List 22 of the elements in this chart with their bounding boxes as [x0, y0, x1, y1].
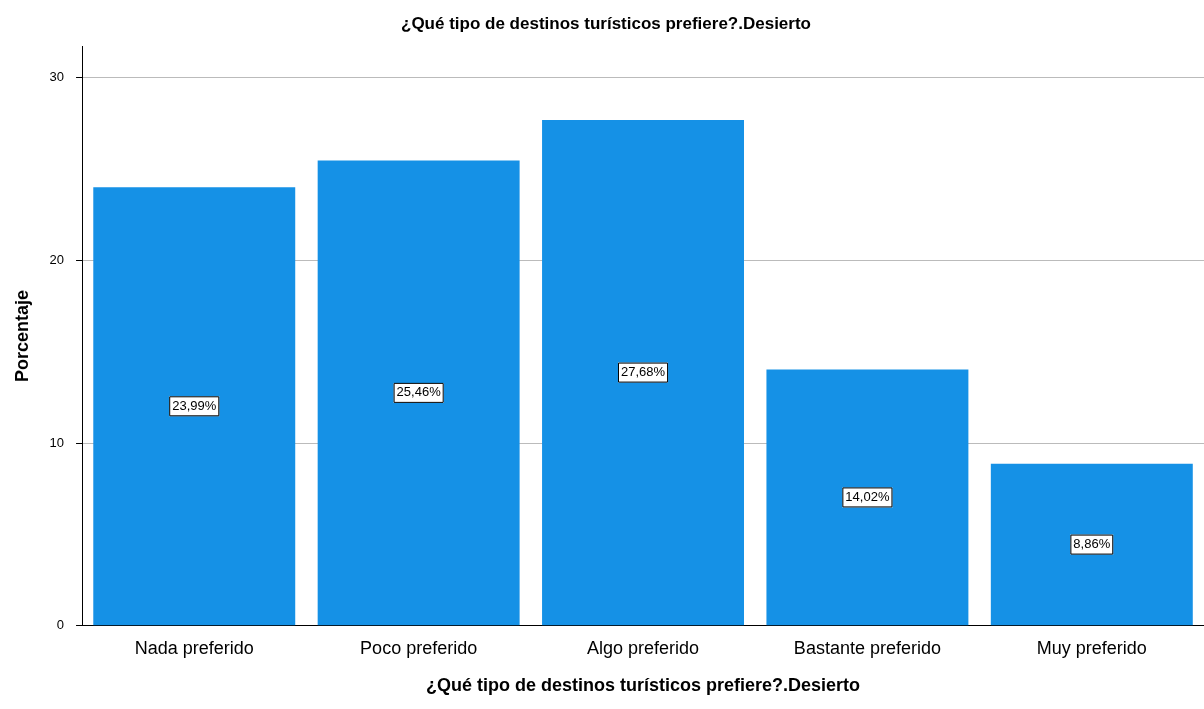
- data-label: 23,99%: [172, 397, 217, 413]
- y-tick-label: 20: [49, 251, 65, 267]
- bar: [766, 369, 969, 626]
- data-label: 25,46%: [396, 384, 442, 400]
- y-axis-title: Porcentaje: [11, 290, 32, 383]
- bar: [990, 463, 1193, 626]
- x-tick-label: Poco preferido: [360, 637, 478, 658]
- bar: [317, 160, 520, 626]
- x-axis-title: ¿Qué tipo de destinos turísticos prefiere?.Desierto: [425, 675, 861, 696]
- data-label: 14,02%: [845, 489, 890, 504]
- x-tick-label: Muy preferido: [1036, 637, 1147, 658]
- y-tick-label: 10: [49, 434, 65, 450]
- data-label: 8,86%: [1073, 536, 1111, 552]
- y-tick-label: 30: [49, 69, 65, 85]
- bar: [93, 187, 296, 626]
- bar: [542, 119, 745, 626]
- x-tick-label: Bastante preferido: [793, 637, 941, 658]
- y-tick-label: 0: [56, 617, 65, 633]
- chart-title: ¿Qué tipo de destinos turísticos prefiere?.Desierto: [401, 13, 811, 33]
- x-tick-label: Nada preferido: [134, 637, 254, 658]
- x-tick-label: Algo preferido: [586, 637, 700, 658]
- data-label: 27,68%: [620, 364, 666, 380]
